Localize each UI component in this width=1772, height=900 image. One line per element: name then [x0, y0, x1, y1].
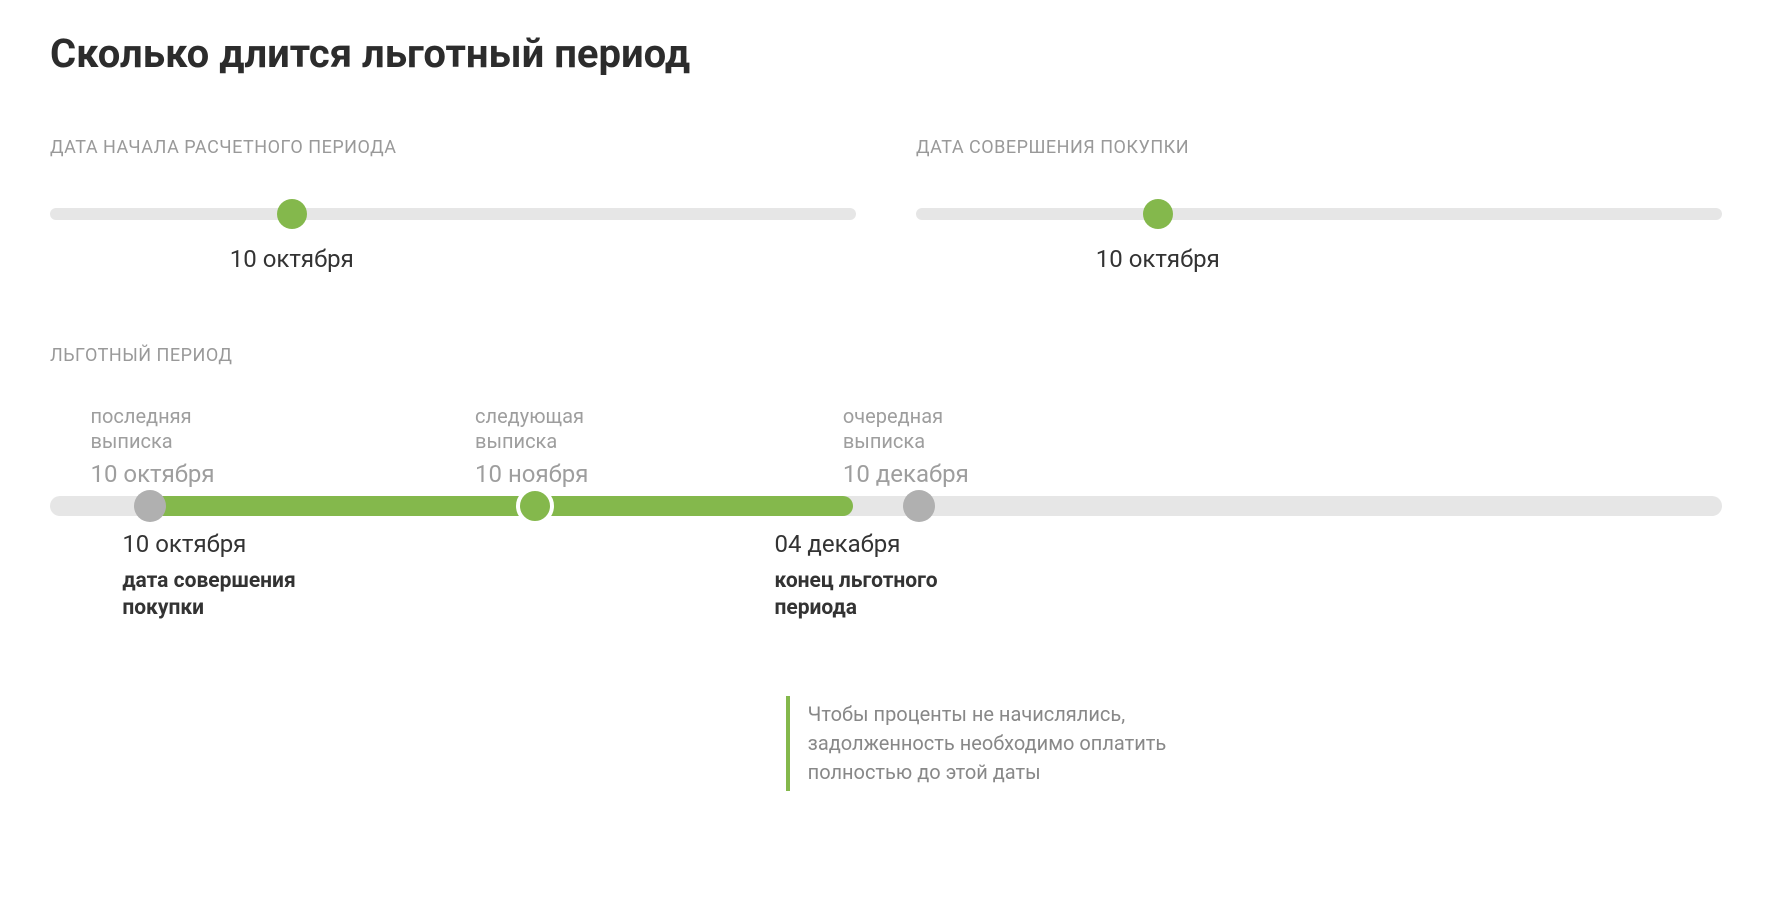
timeline-fill: [150, 496, 852, 516]
slider-start-value: 10 октября: [230, 245, 354, 273]
slider-start-handle[interactable]: [277, 199, 307, 229]
slider-purchase-label: ДАТА СОВЕРШЕНИЯ ПОКУПКИ: [916, 137, 1722, 158]
timeline-top-future: очереднаявыписка 10 декабря: [843, 404, 1063, 488]
timeline-bottom-purchase-caption: дата совершенияпокупки: [122, 568, 402, 623]
slider-start-label: ДАТА НАЧАЛА РАСЧЕТНОГО ПЕРИОДА: [50, 137, 856, 158]
timeline-track: последняявыписка 10 октября следующаявып…: [50, 496, 1722, 516]
slider-purchase-group: ДАТА СОВЕРШЕНИЯ ПОКУПКИ 10 октября: [916, 137, 1722, 275]
slider-purchase-value: 10 октября: [1096, 245, 1220, 273]
slider-purchase-handle[interactable]: [1143, 199, 1173, 229]
slider-start-group: ДАТА НАЧАЛА РАСЧЕТНОГО ПЕРИОДА 10 октябр…: [50, 137, 856, 275]
timeline-marker-future: [903, 490, 935, 522]
timeline-bottom-end: 04 декабря конец льготногопериода: [774, 530, 1054, 623]
page-title: Сколько длится льготный период: [50, 30, 1722, 77]
timeline-bottom-end-date: 04 декабря: [774, 530, 1054, 558]
timeline-top-future-date: 10 декабря: [843, 460, 1063, 488]
timeline: последняявыписка 10 октября следующаявып…: [50, 396, 1722, 516]
timeline-top-last-caption: последняявыписка: [90, 404, 310, 454]
timeline-bottom-purchase-date: 10 октября: [122, 530, 402, 558]
timeline-top-next-date: 10 ноября: [475, 460, 695, 488]
timeline-top-last-date: 10 октября: [90, 460, 310, 488]
slider-start-track[interactable]: [50, 208, 856, 220]
slider-purchase-track[interactable]: [916, 208, 1722, 220]
timeline-marker-last: [134, 490, 166, 522]
timeline-top-last: последняявыписка 10 октября: [90, 404, 310, 488]
timeline-bottom-purchase: 10 октября дата совершенияпокупки: [122, 530, 402, 623]
timeline-top-future-caption: очереднаявыписка: [843, 404, 1063, 454]
timeline-bottom-end-caption: конец льготногопериода: [774, 568, 1054, 623]
timeline-label: ЛЬГОТНЫЙ ПЕРИОД: [50, 345, 1722, 366]
timeline-marker-next: [516, 487, 554, 525]
timeline-note: Чтобы проценты не начислялись, задолженн…: [786, 696, 1206, 791]
timeline-top-next-caption: следующаявыписка: [475, 404, 695, 454]
timeline-top-next: следующаявыписка 10 ноября: [475, 404, 695, 488]
